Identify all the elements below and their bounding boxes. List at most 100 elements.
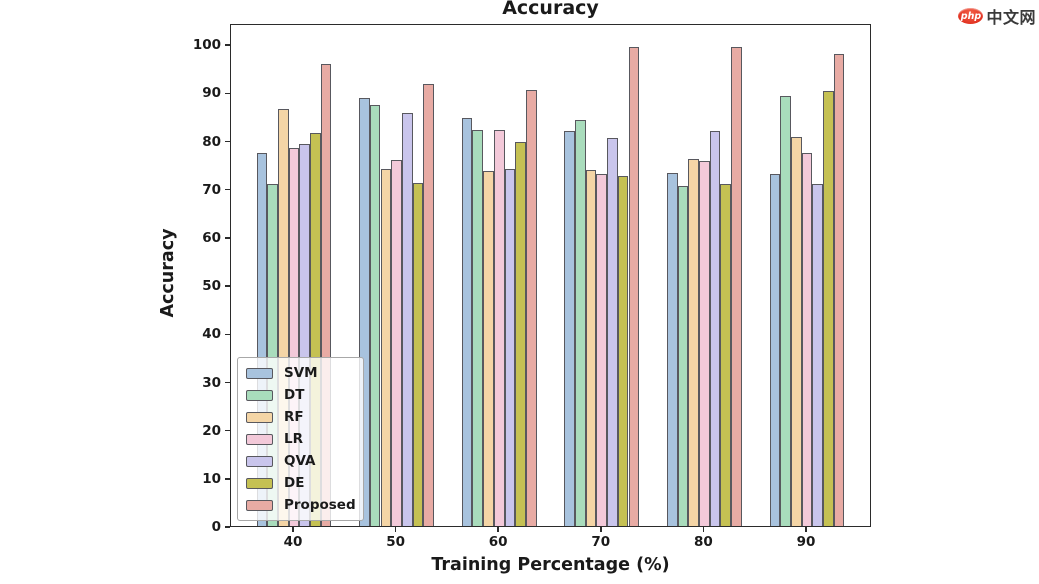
y-tick-mark-100 [225, 44, 230, 46]
bar-de-60 [515, 142, 526, 526]
bar-qva-90 [812, 183, 823, 526]
bar-lr-90 [801, 152, 813, 526]
legend-item-rf: RF [246, 409, 355, 425]
legend-label-rf: RF [284, 409, 304, 425]
bar-dt-70 [575, 119, 586, 526]
y-tick-mark-60 [225, 237, 230, 239]
bar-de-90 [823, 90, 834, 526]
bar-lr-60 [493, 129, 505, 526]
x-tick-label-70: 70 [591, 534, 611, 550]
bar-proposed-80 [731, 46, 742, 526]
legend-swatch-qva [246, 455, 273, 467]
bar-de-80 [720, 183, 732, 526]
legend-swatch-dt [246, 389, 273, 401]
legend-swatch-lr [246, 433, 273, 445]
bar-rf-90 [790, 137, 802, 526]
y-tick-label-0: 0 [211, 519, 221, 535]
legend-item-de: DE [246, 475, 355, 491]
x-axis-label: Training Percentage (%) [431, 555, 670, 575]
bar-rf-80 [688, 158, 699, 526]
y-tick-mark-0 [225, 526, 230, 528]
bar-rf-60 [483, 171, 494, 526]
bar-svm-70 [564, 130, 575, 526]
bar-lr-50 [391, 159, 402, 526]
chart-title: Accuracy [502, 0, 599, 19]
bar-de-70 [617, 175, 629, 526]
legend-label-proposed: Proposed [284, 497, 356, 513]
bar-qva-80 [709, 131, 721, 526]
y-tick-label-40: 40 [202, 326, 221, 343]
bar-de-50 [412, 183, 424, 526]
bar-svm-90 [769, 173, 781, 526]
bar-proposed-60 [525, 90, 537, 526]
y-tick-mark-20 [225, 429, 230, 432]
bar-qva-70 [607, 138, 618, 526]
bar-dt-80 [677, 186, 689, 526]
legend-swatch-proposed [246, 499, 273, 511]
y-axis-label: Accuracy [158, 228, 178, 318]
legend-swatch-rf [246, 411, 273, 423]
php-logo-icon: php [958, 8, 984, 24]
bar-de-40 [310, 133, 321, 526]
x-tick-mark-50 [394, 527, 397, 532]
legend-item-qva: QVA [246, 453, 355, 469]
y-tick-mark-70 [225, 188, 230, 191]
php-logo-site-text: 中文网 [986, 8, 1036, 27]
y-tick-mark-50 [225, 285, 230, 287]
bar-proposed-50 [423, 84, 434, 526]
legend-swatch-svm [246, 367, 273, 379]
y-tick-label-50: 50 [202, 278, 221, 295]
y-tick-label-60: 60 [202, 229, 221, 246]
x-tick-mark-40 [292, 527, 294, 532]
y-tick-mark-80 [225, 140, 230, 143]
y-tick-mark-40 [225, 333, 230, 336]
bar-dt-40 [267, 183, 278, 526]
x-tick-label-40: 40 [283, 534, 303, 550]
php-watermark-logo: php 中文网 [958, 4, 1036, 28]
legend-item-proposed: Proposed [246, 497, 356, 513]
legend-label-qva: QVA [284, 453, 316, 469]
plot-area [230, 24, 871, 527]
y-tick-label-30: 30 [202, 374, 221, 391]
bar-lr-70 [596, 173, 608, 526]
y-tick-label-90: 90 [202, 85, 221, 102]
y-tick-mark-10 [225, 478, 230, 480]
x-tick-mark-80 [702, 527, 705, 532]
bar-svm-80 [666, 173, 678, 526]
x-tick-label-90: 90 [796, 534, 816, 550]
bar-rf-50 [380, 168, 392, 526]
y-tick-mark-90 [225, 92, 230, 95]
bar-svm-50 [359, 98, 370, 526]
legend-label-de: DE [284, 475, 305, 491]
legend-label-svm: SVM [284, 365, 318, 381]
x-tick-label-50: 50 [386, 534, 405, 550]
legend-item-lr: LR [246, 431, 355, 447]
legend-item-dt: DT [246, 387, 355, 403]
bar-lr-40 [288, 147, 300, 526]
bar-rf-40 [278, 108, 289, 526]
y-tick-label-70: 70 [202, 181, 221, 198]
x-tick-label-60: 60 [488, 534, 508, 550]
bar-dt-90 [780, 95, 791, 526]
y-tick-mark-30 [225, 381, 230, 384]
bar-dt-50 [369, 105, 381, 526]
x-tick-label-80: 80 [693, 534, 713, 550]
bar-qva-40 [299, 144, 310, 526]
x-tick-mark-70 [600, 527, 602, 532]
bar-proposed-40 [320, 64, 332, 526]
bar-rf-70 [585, 169, 597, 526]
legend-label-lr: LR [284, 431, 303, 447]
y-tick-label-80: 80 [202, 133, 221, 150]
legend-label-dt: DT [284, 387, 305, 403]
y-tick-label-10: 10 [202, 470, 221, 487]
bar-qva-50 [401, 112, 413, 526]
bar-proposed-70 [628, 46, 640, 526]
y-tick-label-20: 20 [202, 422, 221, 439]
x-tick-mark-90 [805, 527, 807, 532]
bar-svm-60 [461, 117, 473, 526]
legend: SVM DT RF LR QVA DE Proposed [237, 357, 364, 521]
bar-svm-40 [256, 152, 268, 526]
legend-item-svm: SVM [246, 365, 355, 381]
bar-lr-80 [699, 160, 710, 526]
